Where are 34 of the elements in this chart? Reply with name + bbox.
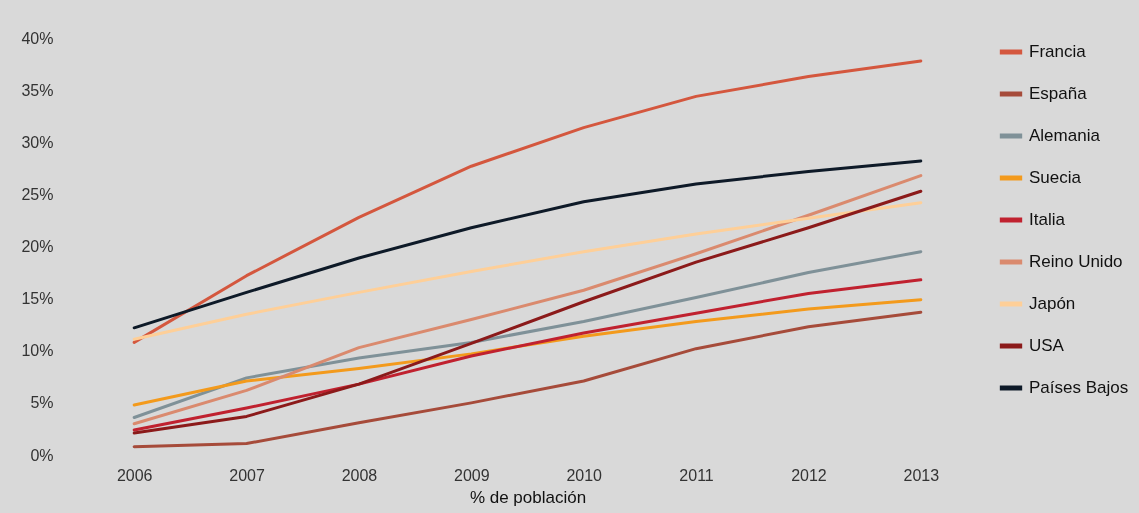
y-tick-label: 10% <box>21 342 54 360</box>
line-series <box>132 310 923 449</box>
line-series <box>132 59 923 344</box>
x-tick-label: 2010 <box>566 466 603 484</box>
legend-label: España <box>1029 84 1088 103</box>
y-tick-label: 0% <box>30 446 54 464</box>
x-tick-label: 2006 <box>116 466 153 484</box>
legend-label: Alemania <box>1029 126 1101 145</box>
legend-label: Francia <box>1029 42 1087 61</box>
y-tick-label: 25% <box>21 185 54 203</box>
y-tick-label: 35% <box>21 81 54 99</box>
x-tick-label: 2009 <box>454 466 490 484</box>
line-series <box>132 159 923 330</box>
line-series <box>132 201 923 341</box>
legend-label: Japón <box>1029 294 1076 313</box>
y-tick-label: 5% <box>30 394 54 412</box>
legend-label: Italia <box>1029 210 1066 229</box>
x-tick-label: 2012 <box>791 466 827 484</box>
x-tick-label: 2007 <box>229 466 265 484</box>
y-tick-label: 20% <box>21 238 54 255</box>
line-series <box>132 298 923 407</box>
x-tick-label: 2011 <box>679 466 714 484</box>
line-series <box>132 250 923 419</box>
y-tick-label: 30% <box>21 133 54 151</box>
x-tick-label: 2008 <box>341 466 378 484</box>
y-tick-label: 40% <box>21 29 54 47</box>
y-tick-label: 15% <box>21 290 54 308</box>
legend-label: Suecia <box>1029 168 1082 187</box>
legend-label: USA <box>1029 336 1065 355</box>
x-tick-label: 2013 <box>903 466 940 484</box>
legend-label: Países Bajos <box>1029 378 1129 397</box>
line-series <box>132 278 923 432</box>
x-axis-title: % de población <box>469 487 587 507</box>
legend-label: Reino Unido <box>1029 252 1123 271</box>
